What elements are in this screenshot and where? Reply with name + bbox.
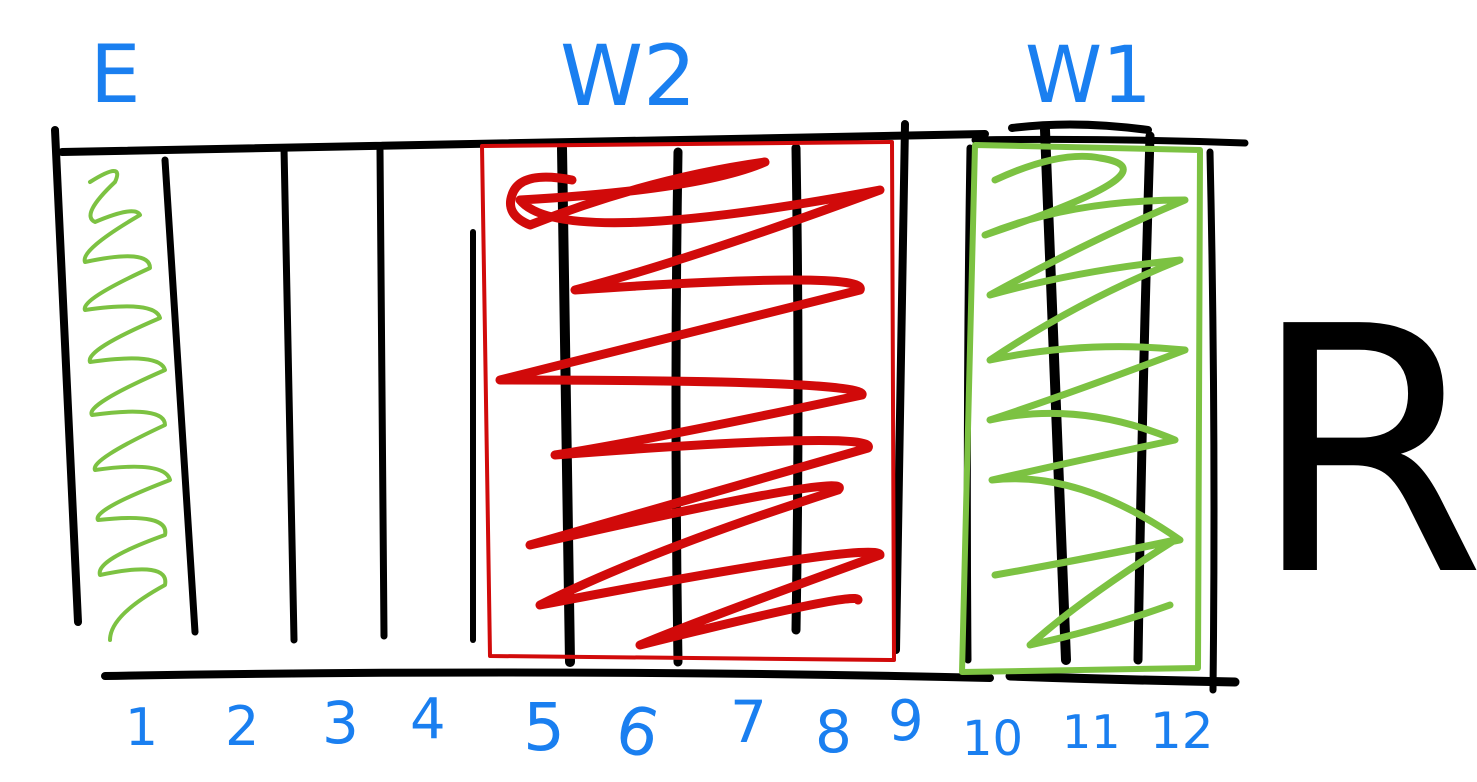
frame-lines [51, 120, 1249, 694]
strip-number-12: 12 [1150, 702, 1214, 760]
strip-number-7: 7 [730, 688, 767, 756]
e-region-green-zigzag [82, 169, 172, 642]
divider-line-6 [671, 147, 683, 667]
top-border-line-right [971, 135, 1249, 147]
strip-number-3: 3 [322, 689, 359, 757]
strip-number-2: 2 [225, 695, 259, 758]
divider-line-8 [892, 120, 909, 654]
label-w2: W2 [560, 27, 697, 125]
label-w1: W1 [1025, 31, 1152, 121]
strip-number-6: 6 [609, 690, 666, 774]
bottom-border-line-right [1005, 671, 1240, 687]
strip-number-5: 5 [523, 689, 565, 766]
strip-number-10: 10 [962, 711, 1023, 767]
strip-number-4: 4 [410, 687, 446, 752]
strip-number-1: 1 [125, 698, 158, 758]
top-border-cap [1008, 120, 1152, 134]
strip-number-11: 11 [1062, 705, 1121, 759]
left-border-line [51, 126, 82, 626]
label-r: R [1250, 255, 1477, 651]
divider-line-2 [280, 144, 298, 644]
divider-line-1 [161, 156, 199, 636]
divider-line-7 [791, 143, 803, 635]
w2-red-zigzag [495, 157, 885, 650]
strip-number-8: 8 [815, 698, 852, 766]
strip-number-9: 9 [888, 689, 924, 754]
divider-line-11 [1133, 131, 1155, 665]
w1-green-zigzag [981, 152, 1189, 649]
divider-line-5 [557, 143, 575, 667]
divider-line-3 [376, 146, 388, 640]
label-e: E [90, 28, 141, 121]
top-border-line [58, 130, 989, 156]
w1-green-rectangle [959, 142, 1203, 675]
bottom-border-line [101, 668, 994, 682]
strip-number-labels: 1 2 3 4 5 6 7 8 9 10 11 12 [125, 687, 1214, 774]
right-border-line [1206, 148, 1218, 694]
w2-red-rectangle [480, 140, 896, 662]
